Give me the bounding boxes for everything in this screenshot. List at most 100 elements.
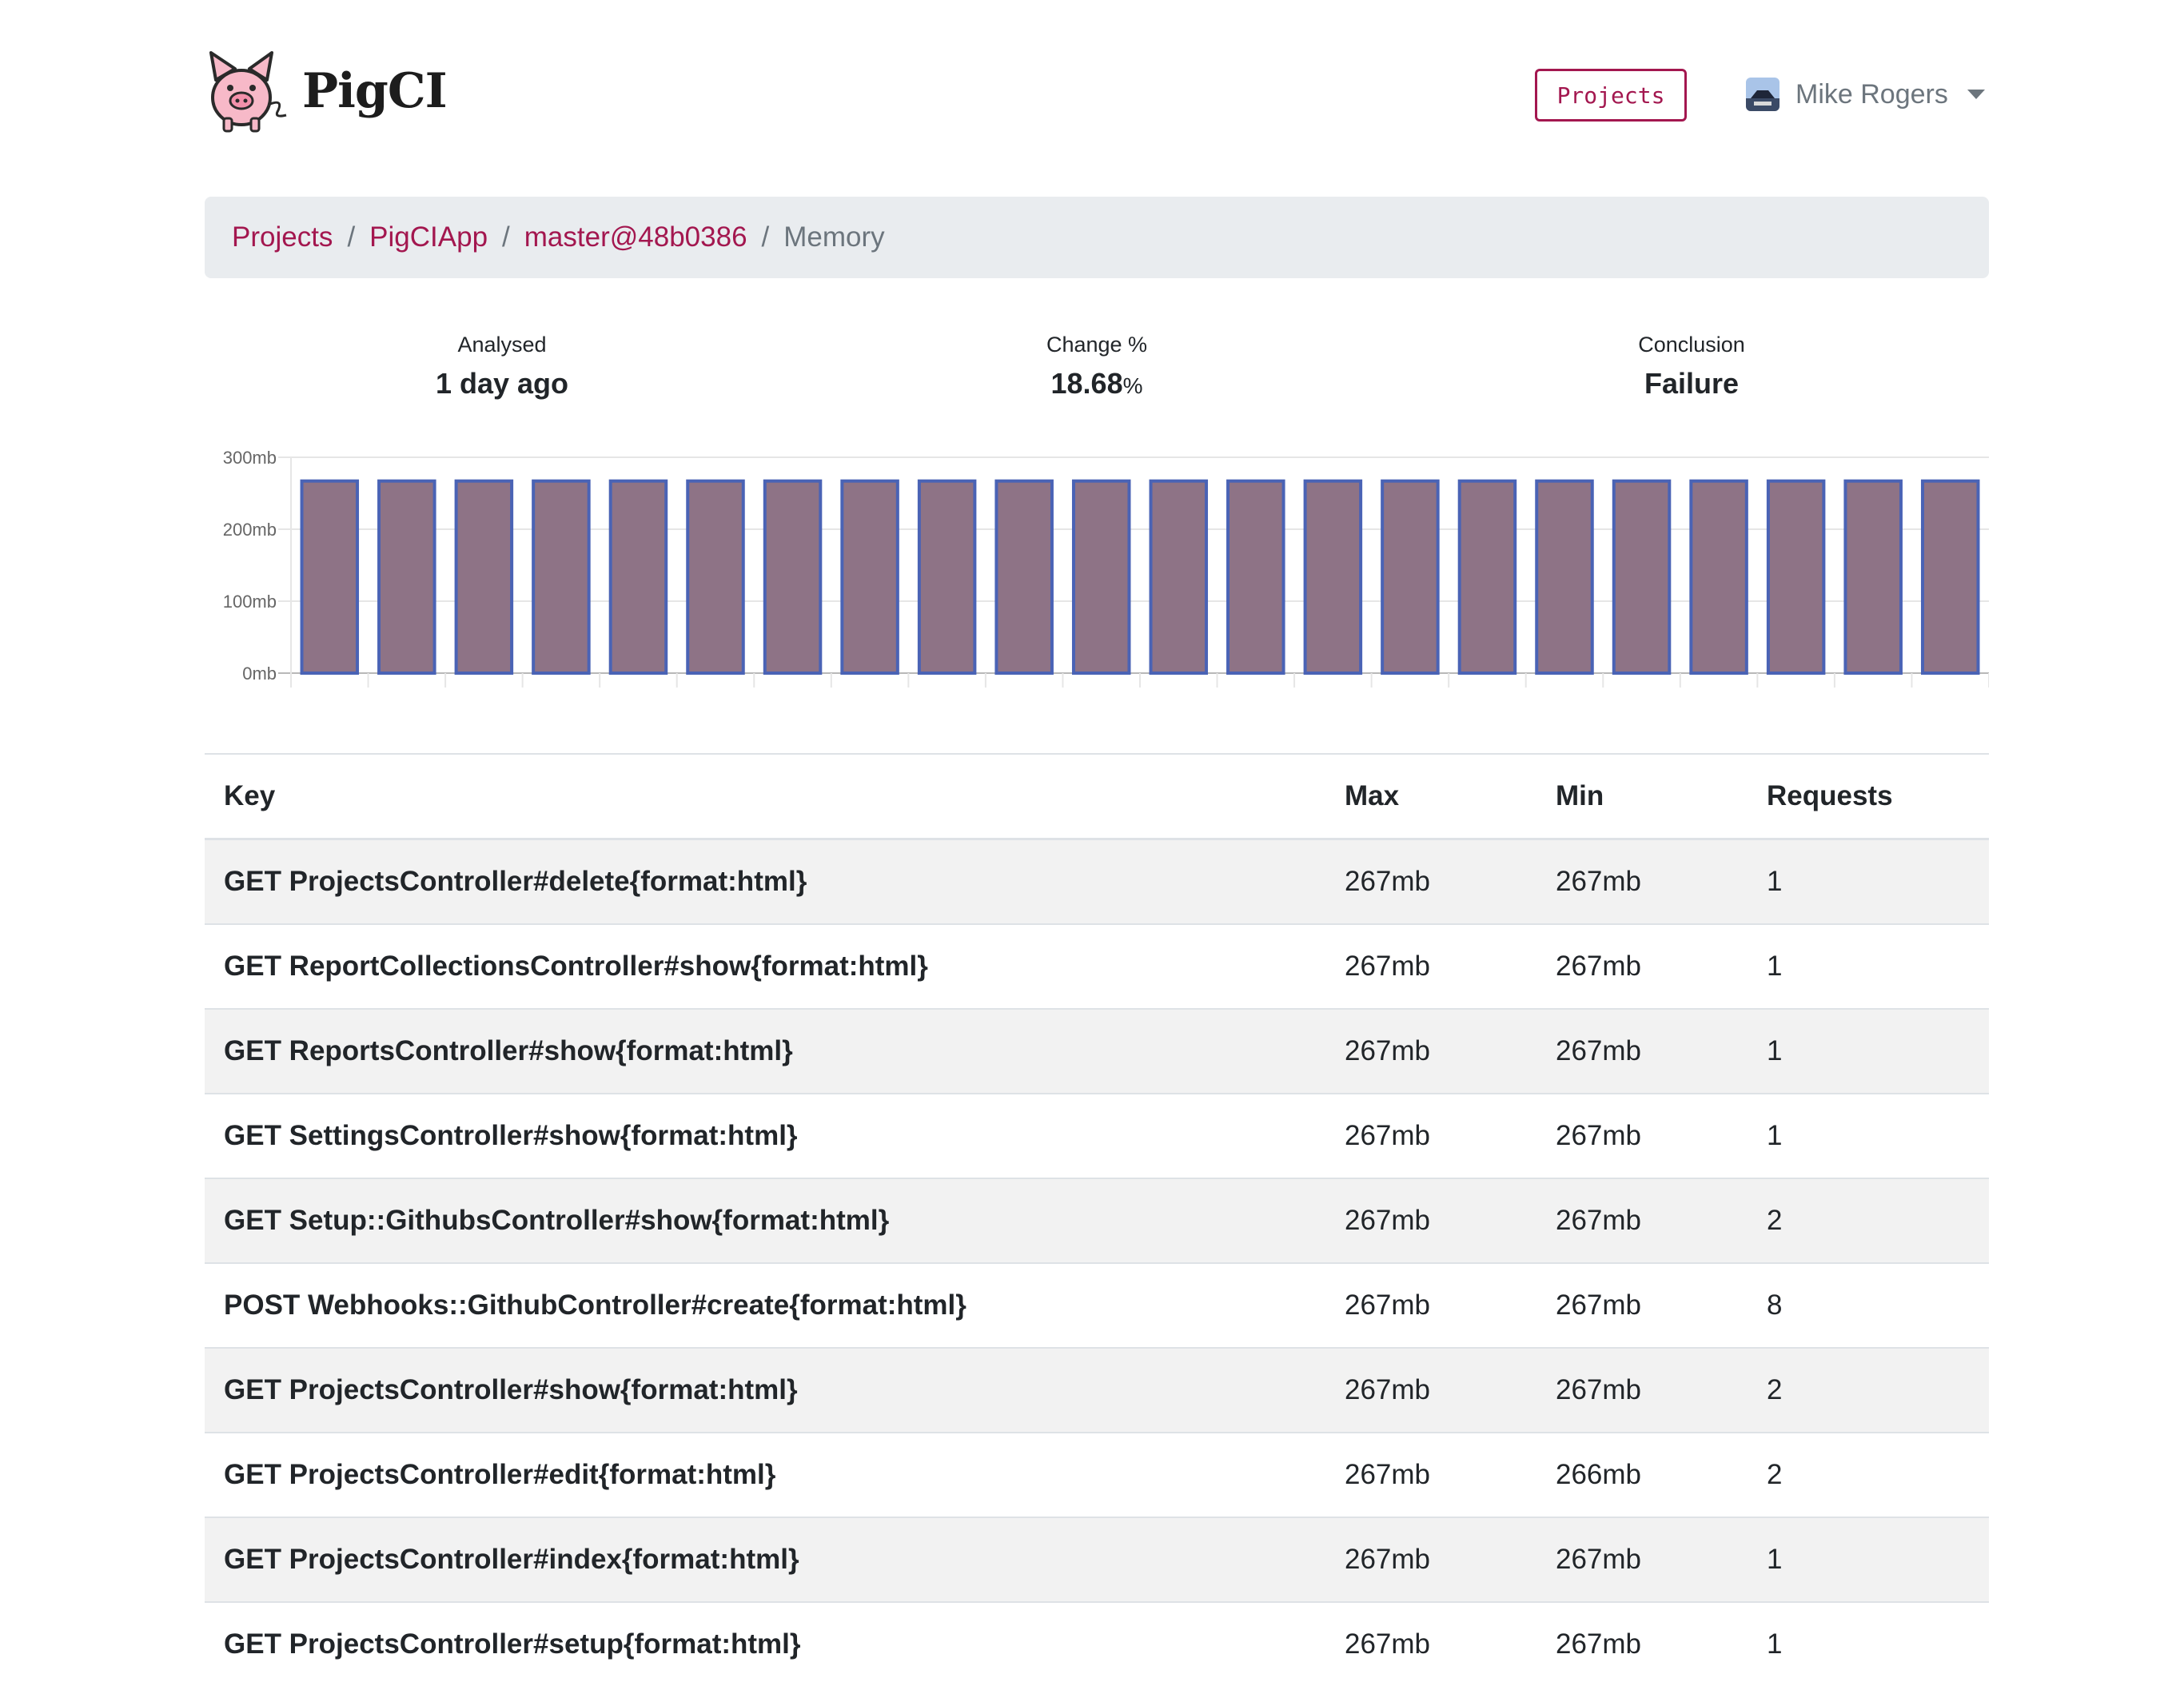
cell-requests: 1: [1748, 1601, 1989, 1686]
y-tick-label: 0mb: [242, 664, 277, 684]
cell-key: POST Webhooks::GithubController#create{f…: [205, 1262, 1325, 1348]
chart-bar: [1920, 479, 1980, 676]
cell-key: GET ReportsController#show{format:html}: [205, 1008, 1325, 1094]
change-number: 18.68: [1050, 367, 1123, 400]
projects-button[interactable]: Projects: [1535, 69, 1687, 122]
cell-min: 267mb: [1536, 1178, 1748, 1263]
chart-bar: [1843, 479, 1903, 676]
chart-bar: [917, 479, 977, 676]
stat-change: Change % 18.68%: [799, 333, 1394, 401]
user-menu-dropdown[interactable]: Mike Rogers: [1746, 70, 1985, 118]
cell-max: 267mb: [1325, 1093, 1536, 1178]
cell-key: GET ProjectsController#show{format:html}: [205, 1347, 1325, 1433]
cell-requests: 1: [1748, 1008, 1989, 1094]
change-unit: %: [1122, 373, 1143, 398]
cell-min: 267mb: [1536, 1347, 1748, 1433]
stat-value: 1 day ago: [435, 367, 569, 400]
cell-key: GET SettingsController#show{format:html}: [205, 1093, 1325, 1178]
cell-requests: 8: [1748, 1262, 1989, 1348]
cell-max: 267mb: [1325, 923, 1536, 1009]
table-header-row: Key Max Min Requests: [205, 753, 1989, 840]
chart-bar: [1149, 479, 1209, 676]
cell-requests: 1: [1748, 1517, 1989, 1602]
breadcrumb-current: Memory: [783, 221, 885, 253]
column-header-max: Max: [1325, 753, 1536, 840]
cell-requests: 1: [1748, 1093, 1989, 1178]
breadcrumb-separator: /: [502, 221, 510, 253]
chart-bar: [454, 479, 514, 676]
chart-bar: [1303, 479, 1363, 676]
memory-bar-chart: 0mb 100mb 200mb 300mb: [223, 448, 1989, 688]
breadcrumb-link-projects[interactable]: Projects: [232, 221, 333, 253]
cell-max: 267mb: [1325, 838, 1536, 924]
y-tick-label: 100mb: [223, 592, 277, 612]
cell-min: 267mb: [1536, 838, 1748, 924]
stat-label: Change %: [1046, 333, 1148, 357]
column-header-requests: Requests: [1748, 753, 1989, 840]
cell-requests: 2: [1748, 1178, 1989, 1263]
table-row: GET ProjectsController#index{format:html…: [205, 1517, 1989, 1602]
cell-max: 267mb: [1325, 1347, 1536, 1433]
cell-min: 267mb: [1536, 1601, 1748, 1686]
table-row: GET ProjectsController#delete{format:htm…: [205, 838, 1989, 924]
stat-value: Failure: [1644, 367, 1740, 400]
chart-bar: [763, 479, 823, 676]
cell-key: GET ProjectsController#delete{format:htm…: [205, 838, 1325, 924]
brand-link[interactable]: PigCI: [205, 48, 448, 134]
chart-bar: [532, 479, 591, 676]
cell-key: GET ProjectsController#setup{format:html…: [205, 1601, 1325, 1686]
breadcrumb-link-project[interactable]: PigCIApp: [369, 221, 488, 253]
table-row: GET ProjectsController#show{format:html}…: [205, 1347, 1989, 1433]
cell-key: GET Setup::GithubsController#show{format…: [205, 1178, 1325, 1263]
y-tick-label: 200mb: [223, 520, 277, 540]
cell-min: 266mb: [1536, 1432, 1748, 1517]
chart-bar: [1766, 479, 1826, 676]
cell-max: 267mb: [1325, 1178, 1536, 1263]
memory-chart: 0mb 100mb 200mb 300mb: [205, 432, 1989, 703]
cell-max: 267mb: [1325, 1601, 1536, 1686]
chevron-down-icon: [1967, 90, 1985, 99]
table-row: GET ReportsController#show{format:html} 2…: [205, 1008, 1989, 1094]
stat-value: 18.68%: [799, 367, 1394, 401]
cell-requests: 1: [1748, 838, 1989, 924]
table-row: GET Setup::GithubsController#show{format…: [205, 1178, 1989, 1263]
chart-bar: [1457, 479, 1517, 676]
report-stats: Analysed 1 day ago Change % 18.68% Concl…: [205, 333, 1989, 401]
breadcrumb-separator: /: [347, 221, 356, 253]
chart-bar: [1535, 479, 1594, 676]
stat-label: Analysed: [457, 333, 547, 357]
breadcrumb-separator: /: [761, 221, 770, 253]
brand-name: PigCI: [302, 63, 448, 119]
cell-min: 267mb: [1536, 1093, 1748, 1178]
cell-key: GET ReportCollectionsController#show{for…: [205, 923, 1325, 1009]
column-header-key: Key: [205, 753, 1325, 840]
cell-max: 267mb: [1325, 1517, 1536, 1602]
chart-bar: [300, 479, 360, 676]
cell-requests: 2: [1748, 1432, 1989, 1517]
chart-bar: [608, 479, 668, 676]
stat-analysed: Analysed 1 day ago: [205, 333, 799, 401]
cell-max: 267mb: [1325, 1008, 1536, 1094]
pig-logo-icon: [209, 51, 287, 133]
breadcrumb-link-branch[interactable]: master@48b0386: [524, 221, 747, 253]
breadcrumb: Projects / PigCIApp / master@48b0386 / M…: [205, 197, 1989, 278]
table-row: GET ProjectsController#setup{format:html…: [205, 1601, 1989, 1686]
site-header: PigCI Projects Mike Rogers: [205, 0, 1989, 184]
memory-table-container: Key Max Min Requests GET ProjectsControl…: [205, 753, 1989, 1686]
cell-min: 267mb: [1536, 1517, 1748, 1602]
cell-key: GET ProjectsController#edit{format:html}: [205, 1432, 1325, 1517]
table-row: GET SettingsController#show{format:html}…: [205, 1093, 1989, 1178]
table-row: GET ProjectsController#edit{format:html}…: [205, 1432, 1989, 1517]
chart-bar: [840, 479, 899, 676]
chart-bar: [1689, 479, 1748, 676]
cell-requests: 2: [1748, 1347, 1989, 1433]
chart-bar: [377, 479, 436, 676]
chart-bar: [1612, 479, 1672, 676]
chart-bar: [994, 479, 1054, 676]
chart-bar: [1071, 479, 1131, 676]
stat-conclusion: Conclusion Failure: [1394, 333, 1989, 401]
cell-min: 267mb: [1536, 1008, 1748, 1094]
page-container: PigCI Projects Mike Rogers Projects / Pi…: [205, 0, 1989, 1686]
cell-requests: 1: [1748, 923, 1989, 1009]
chart-bar: [1226, 479, 1285, 676]
